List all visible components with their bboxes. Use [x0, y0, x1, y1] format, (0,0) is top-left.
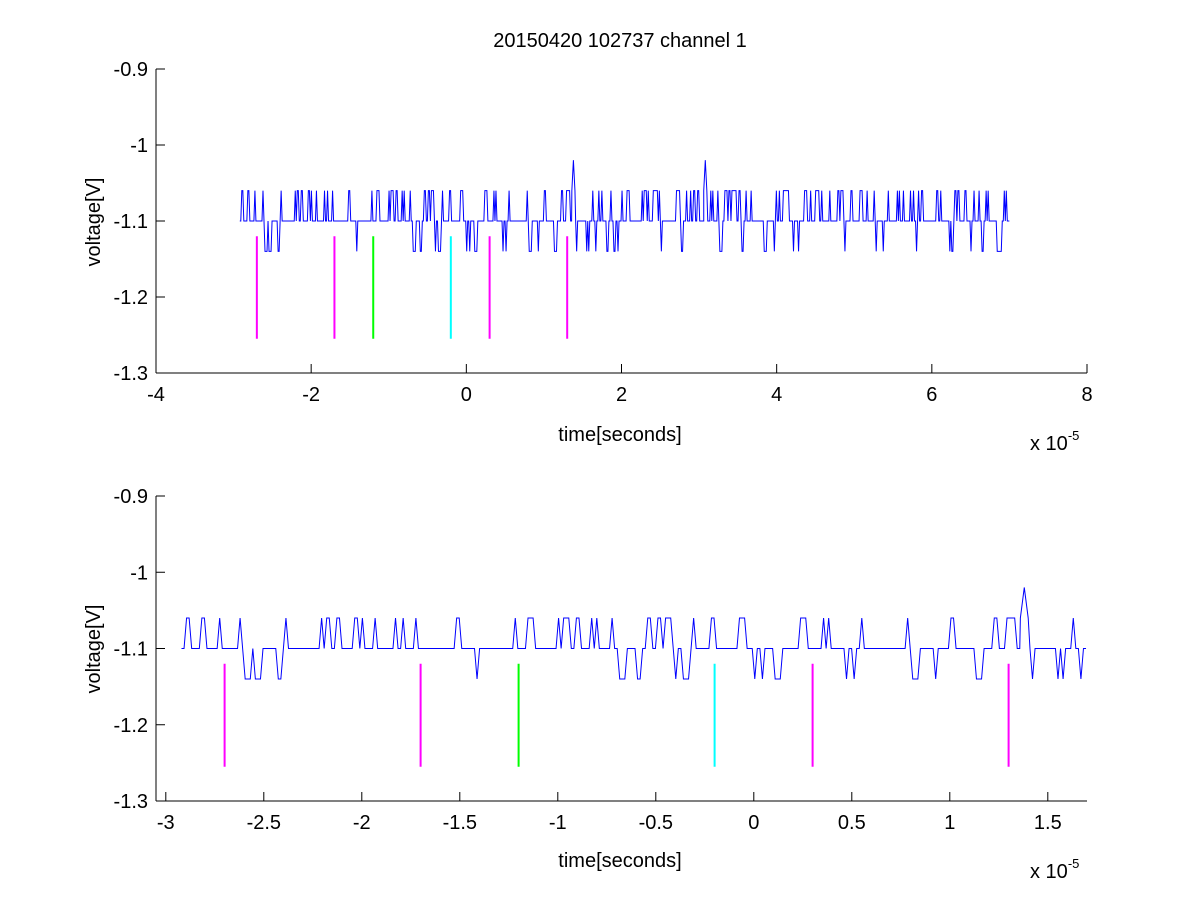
axes-bottom: -3 -2.5 -2 -1.5 -1 -0.5 0 0.5 1 1.5 -0.9 -1 -1.1 -1.2…: [83, 486, 1087, 883]
x-tick-label: 0.5: [838, 812, 866, 834]
x-multiplier-exp-bottom: -5: [1068, 856, 1080, 871]
y-tick-label: -0.9: [114, 59, 148, 81]
y-tick-label: -1.1: [114, 639, 148, 661]
x-multiplier-base-top: x 10: [1030, 433, 1068, 455]
signal-trace-bottom: [181, 587, 1087, 680]
x-multiplier-bottom: x 10-5: [1030, 856, 1079, 883]
y-tick-label: -1.3: [114, 791, 148, 813]
event-markers-bottom: [223, 663, 1010, 767]
signal-line: [239, 160, 1010, 252]
x-tick-label: -2: [353, 812, 371, 834]
x-multiplier-top: x 10-5: [1030, 428, 1079, 455]
x-tick-label: 4: [771, 384, 782, 406]
ticks-bottom: -3 -2.5 -2 -1.5 -1 -0.5 0 0.5 1 1.5 -0.9 -1 -1.1 -1.2…: [114, 486, 1062, 834]
event-markers-top: [255, 236, 569, 339]
signal-trace-top: [239, 160, 1010, 252]
x-multiplier-base-bottom: x 10: [1030, 861, 1068, 883]
x-tick-label: 1.5: [1034, 812, 1062, 834]
y-tick-label: -1: [130, 562, 148, 584]
signal-line: [181, 587, 1087, 680]
x-tick-label: -1.5: [443, 812, 477, 834]
y-tick-label: -0.9: [114, 486, 148, 508]
x-tick-label: -2: [302, 384, 320, 406]
x-tick-label: -1: [549, 812, 567, 834]
y-tick-label: -1.2: [114, 287, 148, 309]
figure-title: 20150420 102737 channel 1: [493, 30, 747, 52]
x-tick-label: 0: [748, 812, 759, 834]
x-tick-label: 2: [616, 384, 627, 406]
x-tick-label: 0: [461, 384, 472, 406]
x-axis-label-bottom: time[seconds]: [558, 850, 681, 872]
x-multiplier-exp-top: -5: [1068, 428, 1080, 443]
y-axis-label-top: voltage[V]: [83, 178, 105, 267]
y-tick-label: -1.3: [114, 363, 148, 385]
y-axis-label-bottom: voltage[V]: [83, 605, 105, 694]
x-tick-label: 1: [944, 812, 955, 834]
x-tick-label: -4: [147, 384, 165, 406]
y-tick-label: -1.2: [114, 715, 148, 737]
x-tick-label: 8: [1081, 384, 1092, 406]
x-tick-label: -0.5: [639, 812, 673, 834]
ticks-top: -4 -2 0 2 4 6 8 -0.9 -1 -1.1 -1.2 -1.3: [114, 59, 1093, 406]
y-tick-label: -1.1: [114, 211, 148, 233]
y-tick-label: -1: [130, 135, 148, 157]
x-tick-label: -3: [157, 812, 175, 834]
x-axis-label-top: time[seconds]: [558, 424, 681, 446]
x-tick-label: 6: [926, 384, 937, 406]
x-tick-label: -2.5: [247, 812, 281, 834]
axes-top: -4 -2 0 2 4 6 8 -0.9 -1 -1.1 -1.2 -1.3 time[seconds…: [83, 59, 1093, 455]
